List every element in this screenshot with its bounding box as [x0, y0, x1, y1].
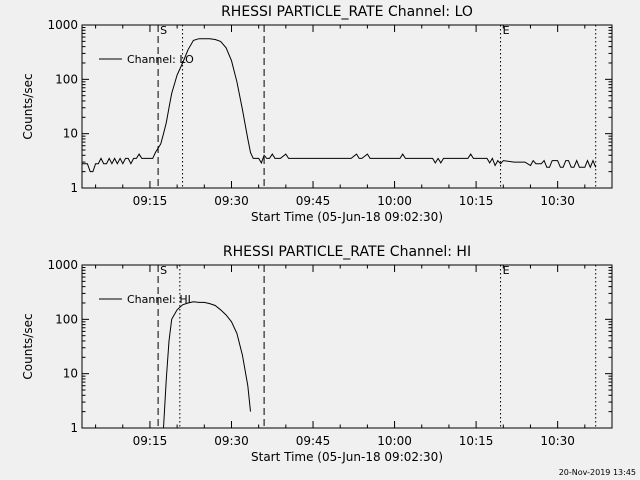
event-marker-label: S — [160, 264, 167, 277]
plot-frame — [81, 264, 613, 429]
x-tick-label: 09:45 — [296, 194, 331, 208]
legend-label: Channel: LO — [127, 53, 194, 66]
x-axis-label: Start Time (05-Jun-18 09:02:30) — [251, 210, 443, 224]
y-tick-label: 1000 — [47, 258, 78, 272]
x-tick-label: 09:45 — [296, 434, 331, 448]
y-tick-label: 10 — [63, 127, 78, 141]
y-tick-label: 10 — [63, 367, 78, 381]
y-tick-label: 1 — [70, 181, 78, 195]
x-tick-label: 10:30 — [540, 194, 575, 208]
x-tick-label: 10:15 — [459, 194, 494, 208]
y-tick-label: 1000 — [47, 18, 78, 32]
legend-label: Channel: HI — [127, 293, 191, 306]
x-tick-label: 10:00 — [377, 434, 412, 448]
x-tick-label: 10:00 — [377, 194, 412, 208]
x-tick-label: 09:15 — [133, 194, 168, 208]
x-tick-label: 09:30 — [214, 194, 249, 208]
event-marker-label: E — [503, 24, 510, 37]
y-axis-label: Counts/sec — [21, 313, 35, 379]
x-tick-label: 09:15 — [133, 434, 168, 448]
y-tick-label: 100 — [55, 312, 78, 326]
footer-timestamp: 20-Nov-2019 13:45 — [559, 468, 636, 477]
hi-channel-chart: RHESSI PARTICLE_RATE Channel: HI 1 10 100 10… — [21, 244, 613, 464]
lo-channel-chart: RHESSI PARTICLE_RATE Channel: LO 1 10 100 10… — [21, 4, 613, 224]
series-line — [82, 38, 597, 173]
chart-title: RHESSI PARTICLE_RATE Channel: HI — [223, 244, 471, 260]
y-axis-label: Counts/sec — [21, 73, 35, 139]
series-line — [163, 301, 251, 429]
chart-title: RHESSI PARTICLE_RATE Channel: LO — [221, 4, 473, 20]
x-tick-label: 09:30 — [214, 434, 249, 448]
x-tick-label: 10:30 — [540, 434, 575, 448]
x-tick-label: 10:15 — [459, 434, 494, 448]
y-tick-label: 1 — [70, 421, 78, 435]
x-axis-label: Start Time (05-Jun-18 09:02:30) — [251, 450, 443, 464]
event-marker-label: E — [503, 264, 510, 277]
plot-frame — [81, 24, 613, 189]
event-marker-label: S — [160, 24, 167, 37]
y-tick-label: 100 — [55, 72, 78, 86]
